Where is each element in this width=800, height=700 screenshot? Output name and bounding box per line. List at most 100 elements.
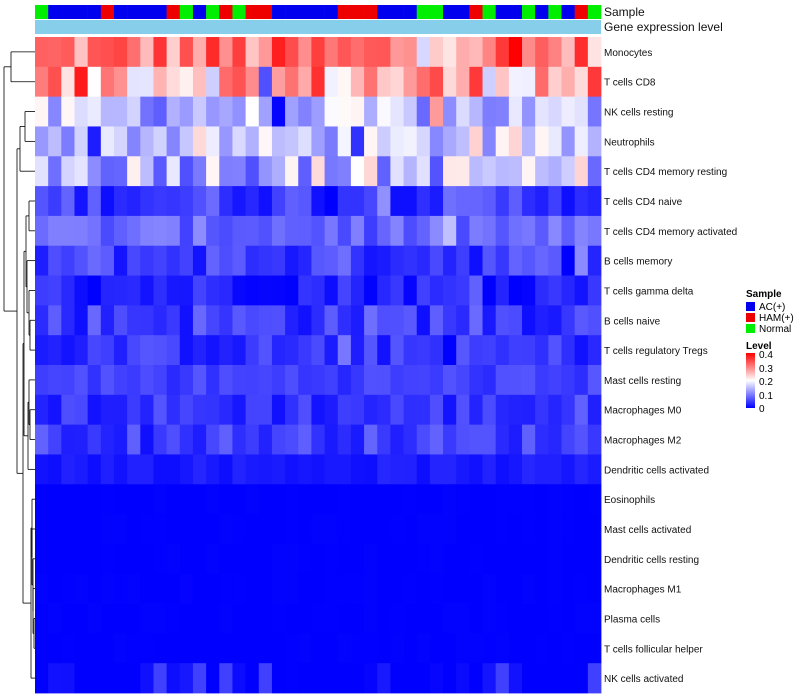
sample-annotation-cell <box>140 5 154 19</box>
heatmap-cell <box>469 543 483 575</box>
heatmap-cell <box>179 543 194 575</box>
heatmap-cell <box>324 633 339 664</box>
heatmap-cell <box>74 37 89 68</box>
sample-annotation-cell <box>535 5 549 19</box>
heatmap-cell <box>206 484 220 515</box>
heatmap-cell <box>100 514 115 545</box>
heatmap-cell <box>587 365 602 396</box>
heatmap-cell <box>495 394 510 426</box>
heatmap-cell <box>232 543 247 575</box>
heatmap-cell <box>443 275 457 306</box>
heatmap-cell <box>587 424 602 455</box>
heatmap-cell <box>74 663 89 694</box>
heatmap-cell <box>232 394 247 426</box>
heatmap-cell <box>35 156 49 187</box>
heatmap-cell <box>429 245 444 276</box>
heatmap-cell <box>390 126 404 157</box>
heatmap-cell <box>166 275 181 306</box>
heatmap-cell <box>61 186 75 217</box>
heatmap-cell <box>522 514 536 545</box>
heatmap-cell <box>61 305 75 336</box>
heatmap-cell <box>74 66 89 98</box>
heatmap-cell <box>548 245 562 276</box>
heatmap-cell <box>574 245 589 276</box>
heatmap-cell <box>61 514 75 545</box>
heatmap-cell <box>219 394 233 426</box>
heatmap-cell <box>324 484 339 515</box>
heatmap-cell <box>166 37 181 68</box>
heatmap-cell <box>100 37 115 68</box>
heatmap-cell <box>508 126 523 157</box>
sample-annotation-cell <box>179 5 194 19</box>
heatmap-cell <box>337 335 352 366</box>
heatmap-cell <box>192 335 207 366</box>
heatmap-cell <box>469 126 483 157</box>
heatmap-cell <box>140 96 154 127</box>
heatmap-cell <box>219 96 233 127</box>
heatmap-cell <box>337 543 352 575</box>
heatmap-cell <box>179 335 194 366</box>
heatmap-cell <box>258 543 273 575</box>
heatmap-cell <box>416 156 431 187</box>
heatmap-cell <box>522 156 536 187</box>
heatmap-cell <box>232 335 247 366</box>
heatmap-cell <box>456 126 470 157</box>
heatmap-cell <box>495 37 510 68</box>
heatmap-cell <box>271 484 286 515</box>
heatmap-cell <box>574 215 589 247</box>
heatmap-cell <box>337 514 352 545</box>
heatmap-cell <box>285 96 299 127</box>
heatmap-cell <box>61 156 75 187</box>
heatmap-cell <box>285 573 299 604</box>
heatmap-cell <box>364 394 378 426</box>
heatmap-cell <box>390 603 404 634</box>
heatmap-cell <box>403 514 418 545</box>
heatmap-cell <box>443 603 457 634</box>
heatmap-cell <box>166 484 181 515</box>
heatmap-cell <box>166 603 181 634</box>
sample-annotation-bar <box>35 5 602 19</box>
heatmap-cell <box>548 573 562 604</box>
heatmap-cell <box>522 275 536 306</box>
heatmap-cell <box>508 96 523 127</box>
heatmap-cell <box>416 66 431 98</box>
heatmap-cell <box>258 454 273 485</box>
heatmap-cell <box>48 543 62 575</box>
heatmap-cell <box>508 215 523 247</box>
heatmap-cell <box>364 484 378 515</box>
heatmap-cell <box>350 603 365 634</box>
heatmap-cell <box>456 573 470 604</box>
heatmap-cell <box>127 365 141 396</box>
heatmap-cell <box>258 424 273 455</box>
heatmap-cell <box>232 156 247 187</box>
heatmap-cell <box>522 245 536 276</box>
sample-annotation-cell <box>298 5 312 19</box>
heatmap-cell <box>469 424 483 455</box>
heatmap-cell <box>87 543 102 575</box>
heatmap-cell <box>285 66 299 98</box>
heatmap-cell <box>61 454 75 485</box>
heatmap-cell <box>311 365 325 396</box>
heatmap-cell <box>482 543 497 575</box>
heatmap-cell <box>324 663 339 694</box>
heatmap-cell <box>206 365 220 396</box>
heatmap-cell <box>61 215 75 247</box>
heatmap-cell <box>35 305 49 336</box>
heatmap-cell <box>337 394 352 426</box>
heatmap-cell <box>140 543 154 575</box>
heatmap-cell <box>469 186 483 217</box>
heatmap-cell <box>206 96 220 127</box>
heatmap-cell <box>35 633 49 664</box>
heatmap-cell <box>285 514 299 545</box>
heatmap-cell <box>232 305 247 336</box>
legend-label-ac: AC(+) <box>759 302 785 313</box>
heatmap-cell <box>74 454 89 485</box>
heatmap-cell <box>48 603 62 634</box>
heatmap-cell <box>574 573 589 604</box>
sample-annotation-cell <box>350 5 365 19</box>
level-tick-0: 0 <box>759 404 765 415</box>
heatmap-cell <box>508 394 523 426</box>
heatmap-cell <box>74 603 89 634</box>
heatmap-cell <box>535 37 549 68</box>
heatmap-cell <box>311 156 325 187</box>
